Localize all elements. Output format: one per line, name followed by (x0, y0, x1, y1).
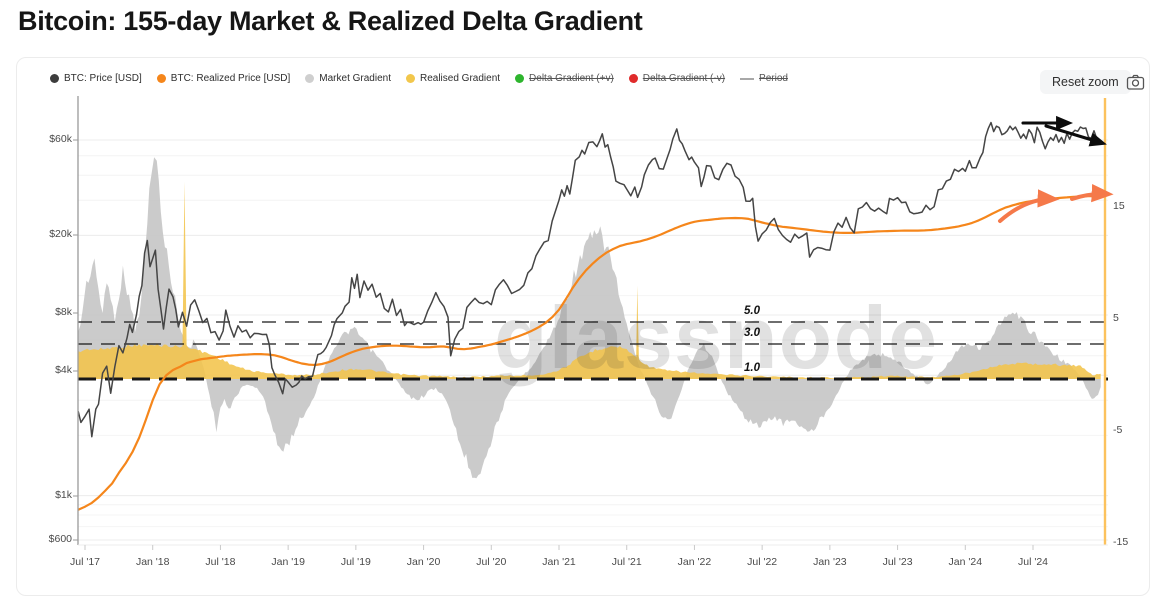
x-axis-tick-label: Jul '23 (882, 556, 913, 568)
legend-dash-icon (740, 77, 755, 80)
watermark: glassnode (494, 288, 938, 387)
right-axis-tick-label: 5 (1113, 312, 1119, 324)
reference-line-label: 5.0 (744, 305, 760, 317)
x-axis-tick-label: Jul '19 (340, 556, 371, 568)
x-axis-tick-label: Jan '19 (271, 556, 305, 568)
chart-legend: BTC: Price [USD] BTC: Realized Price [USD… (50, 73, 788, 84)
right-axis-tick-label: -5 (1113, 424, 1123, 436)
x-axis-tick-label: Jan '18 (135, 556, 170, 568)
left-axis-tick-label: $60k (49, 133, 72, 145)
x-axis-tick-label: Jul '22 (747, 556, 778, 568)
x-axis-tick-label: Jan '23 (813, 556, 847, 568)
left-axis-tick-label: $1k (55, 489, 72, 501)
legend-dot-icon (628, 74, 638, 83)
legend-dot-icon (515, 74, 525, 83)
legend-item-delta-gradient-v[interactable]: Delta Gradient (-v) (628, 73, 726, 84)
left-axis-tick-label: $4k (55, 364, 72, 376)
legend-item-label: Delta Gradient (+v) (529, 73, 614, 84)
annotation-arrow (1070, 183, 1114, 203)
legend-item-realised-gradient[interactable]: Realised Gradient (405, 73, 501, 84)
left-axis-tick-label: $600 (48, 533, 72, 545)
series-area (78, 157, 1101, 479)
series-line (77, 194, 1101, 511)
right-axis-tick-label: 15 (1113, 200, 1125, 212)
legend-dot-icon (50, 74, 59, 83)
left-axis-tick-label: $20k (49, 228, 72, 240)
x-axis-tick-label: Jul '18 (205, 556, 236, 568)
x-axis-tick-label: Jul '24 (1017, 556, 1049, 568)
legend-dot-icon (156, 74, 166, 83)
legend-item-label: Delta Gradient (-v) (642, 73, 726, 84)
x-axis-tick-label: Jul '20 (476, 556, 507, 568)
x-axis-tick-label: Jan '22 (677, 556, 712, 568)
right-axis-tick-label: -15 (1113, 536, 1129, 548)
series-line (77, 121, 1102, 438)
legend-item-delta-gradient-v[interactable]: Delta Gradient (+v) (515, 73, 614, 84)
reset-zoom-button[interactable]: Reset zoom (1040, 70, 1131, 94)
legend-item-period[interactable]: Period (740, 73, 788, 84)
legend-item-label: BTC: Realized Price [USD] (170, 73, 291, 84)
legend-item-btc-price-usd[interactable]: BTC: Price [USD] (50, 73, 142, 84)
legend-item-label: Market Gradient (319, 73, 391, 84)
page-title: Bitcoin: 155-day Market & Realized Delta… (18, 6, 643, 36)
legend-item-btc-realized-price-usd[interactable]: BTC: Realized Price [USD] (156, 73, 291, 84)
legend-item-label: BTC: Price [USD] (64, 73, 142, 84)
legend-dot-icon (305, 74, 315, 83)
series-area (78, 181, 1101, 379)
x-axis-tick-label: Jan '20 (406, 556, 441, 568)
left-axis-tick-label: $8k (55, 306, 72, 318)
legend-item-label: Realised Gradient (419, 73, 501, 84)
x-axis-tick-label: Jul '21 (611, 556, 642, 568)
x-axis-tick-label: Jan '24 (948, 556, 983, 568)
x-axis-tick-label: Jan '21 (542, 556, 576, 568)
legend-item-label: Period (759, 73, 788, 84)
annotation-arrow (1044, 124, 1107, 147)
legend-item-market-gradient[interactable]: Market Gradient (305, 73, 391, 84)
camera-icon[interactable] (1126, 73, 1145, 92)
reference-line-label: 3.0 (744, 327, 760, 339)
reference-line-label: 1.0 (744, 362, 760, 374)
legend-dot-icon (405, 74, 415, 83)
x-axis-tick-label: Jul '17 (69, 556, 101, 568)
annotation-arrow (998, 189, 1060, 223)
